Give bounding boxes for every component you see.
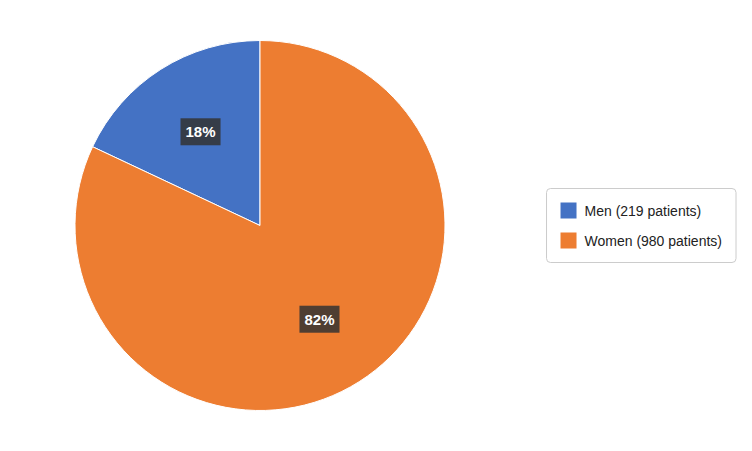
data-label-background xyxy=(299,306,339,333)
legend-frame xyxy=(547,189,736,263)
pie-slice xyxy=(75,41,445,411)
data-label: 18% xyxy=(186,123,216,140)
legend-swatch xyxy=(561,233,577,249)
legend-label: Men (219 patients) xyxy=(585,203,702,219)
data-label: 82% xyxy=(304,311,334,328)
data-labels: 18% 82% xyxy=(181,118,340,332)
chart: 18% 82% Men (219 patients) Women (980 patie… xyxy=(0,0,752,451)
data-label-background xyxy=(181,118,221,145)
legend-swatch xyxy=(561,203,577,219)
legend: Men (219 patients) Women (980 patients) xyxy=(547,189,736,263)
pie xyxy=(75,41,445,411)
legend-label: Women (980 patients) xyxy=(585,233,722,249)
